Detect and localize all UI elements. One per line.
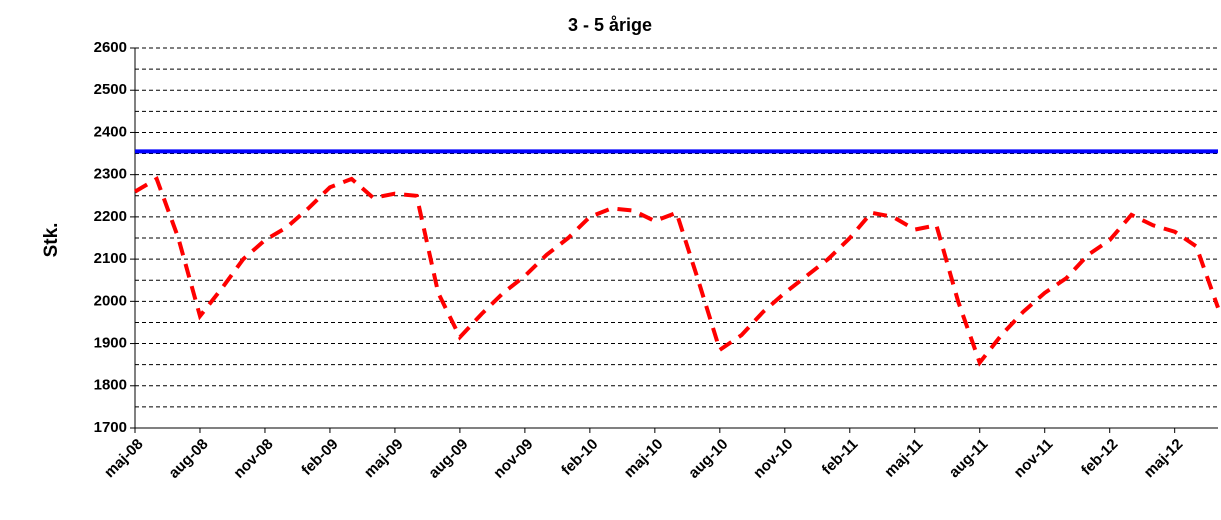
x-tick-label: maj-08 (101, 436, 147, 482)
x-tick-label: aug-11 (946, 436, 992, 482)
x-tick-label: feb-10 (558, 436, 601, 479)
y-tick-label: 2000 (94, 292, 127, 309)
x-tick-label: nov-09 (490, 436, 536, 482)
x-tick-label: maj-11 (881, 436, 926, 481)
y-tick-label: 1800 (94, 377, 127, 394)
chart-title: 3 - 5 årige (568, 15, 652, 35)
x-tick-label: aug-09 (425, 436, 471, 482)
line-series (133, 175, 1220, 367)
x-tick-label: feb-12 (1078, 436, 1121, 479)
y-tick-label: 2200 (94, 208, 127, 225)
x-tick-label: maj-09 (361, 436, 407, 482)
x-tick-label: feb-09 (298, 436, 341, 479)
y-tick-label: 1700 (94, 419, 127, 436)
x-tick-label: maj-10 (621, 436, 667, 482)
x-tick-label: nov-10 (750, 436, 796, 482)
y-tick-label: 2400 (94, 123, 127, 140)
y-tick-label: 2500 (94, 81, 127, 98)
y-tick-label: 1900 (94, 335, 127, 352)
y-tick-label: 2300 (94, 166, 127, 183)
y-axis-label: Stk. (41, 223, 62, 258)
x-tick-label: feb-11 (819, 436, 862, 479)
x-tick-label: maj-12 (1141, 436, 1187, 482)
x-tick-label: nov-11 (1011, 436, 1057, 482)
x-tick-label: aug-10 (685, 436, 731, 482)
x-tick-label: nov-08 (230, 436, 276, 482)
y-tick-label: 2100 (94, 250, 127, 267)
y-tick-label: 2600 (94, 39, 127, 56)
x-tick-label: aug-08 (165, 436, 211, 482)
